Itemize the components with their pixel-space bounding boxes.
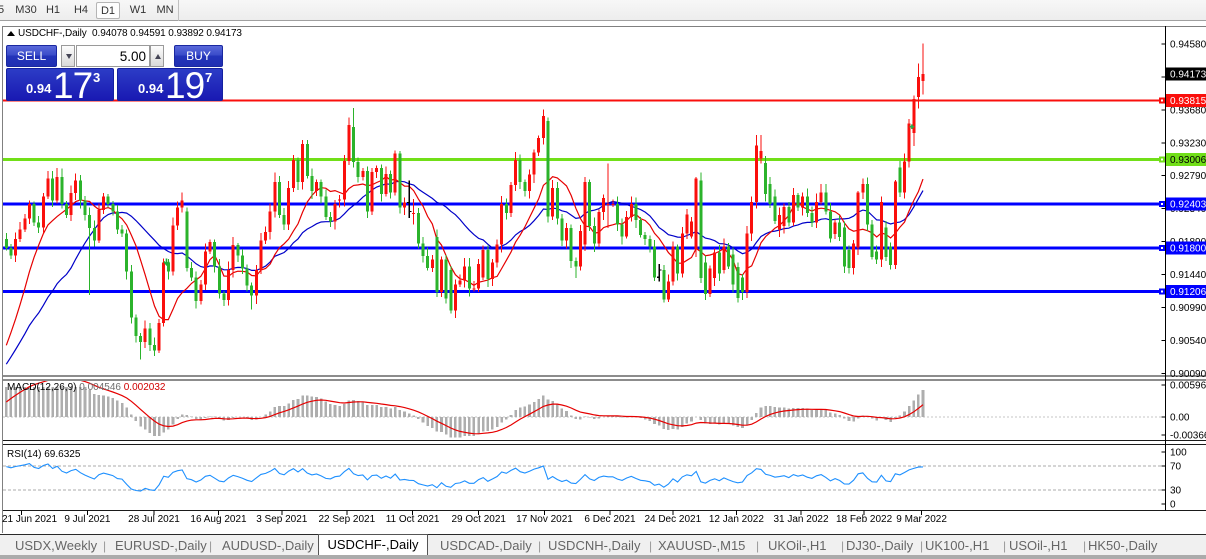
svg-text:100: 100 bbox=[1170, 448, 1187, 459]
svg-text:18 Feb 2022: 18 Feb 2022 bbox=[836, 514, 893, 525]
svg-text:11 Oct 2021: 11 Oct 2021 bbox=[386, 514, 440, 525]
svg-text:0.92403: 0.92403 bbox=[1170, 199, 1206, 210]
svg-text:0.93815: 0.93815 bbox=[1170, 96, 1206, 107]
svg-text:0.90540: 0.90540 bbox=[1170, 336, 1206, 347]
svg-text:3 Sep 2021: 3 Sep 2021 bbox=[256, 514, 308, 525]
svg-text:0.90090: 0.90090 bbox=[1170, 369, 1206, 380]
svg-text:21 Jun 2021: 21 Jun 2021 bbox=[2, 514, 57, 525]
svg-text:29 Oct 2021: 29 Oct 2021 bbox=[451, 514, 506, 525]
svg-text:0.94173: 0.94173 bbox=[1170, 70, 1206, 81]
svg-text:RSI(14) 69.6325: RSI(14) 69.6325 bbox=[7, 449, 81, 460]
svg-text:0.94580: 0.94580 bbox=[1170, 40, 1206, 51]
svg-text:0.93006: 0.93006 bbox=[1170, 155, 1206, 166]
svg-text:16 Aug 2021: 16 Aug 2021 bbox=[190, 514, 247, 525]
svg-text:0.005963: 0.005963 bbox=[1170, 381, 1206, 392]
svg-text:12 Jan 2022: 12 Jan 2022 bbox=[709, 514, 764, 525]
svg-text:0.91800: 0.91800 bbox=[1170, 244, 1206, 255]
svg-text:17 Nov 2021: 17 Nov 2021 bbox=[516, 514, 573, 525]
svg-text:-0.003664: -0.003664 bbox=[1170, 431, 1206, 442]
svg-text:MACD(12,26,9) 0.004546 0.00203: MACD(12,26,9) 0.004546 0.002032 bbox=[7, 382, 166, 393]
svg-text:0.00: 0.00 bbox=[1170, 413, 1190, 424]
svg-text:30: 30 bbox=[1170, 486, 1182, 497]
svg-text:0.91206: 0.91206 bbox=[1170, 287, 1206, 298]
svg-text:6 Dec 2021: 6 Dec 2021 bbox=[584, 514, 636, 525]
svg-text:70: 70 bbox=[1170, 462, 1182, 473]
svg-text:0: 0 bbox=[1170, 500, 1176, 511]
svg-text:0.92790: 0.92790 bbox=[1170, 171, 1206, 182]
svg-text:9 Jul 2021: 9 Jul 2021 bbox=[64, 514, 111, 525]
svg-text:0.91440: 0.91440 bbox=[1170, 270, 1206, 281]
svg-text:0.93680: 0.93680 bbox=[1170, 106, 1206, 117]
svg-text:28 Jul 2021: 28 Jul 2021 bbox=[128, 514, 180, 525]
svg-text:0.93230: 0.93230 bbox=[1170, 139, 1206, 150]
svg-text:0.90990: 0.90990 bbox=[1170, 303, 1206, 314]
svg-text:31 Jan 2022: 31 Jan 2022 bbox=[773, 514, 828, 525]
svg-text:24 Dec 2021: 24 Dec 2021 bbox=[644, 514, 701, 525]
svg-text:22 Sep 2021: 22 Sep 2021 bbox=[318, 514, 375, 525]
svg-text:9 Mar 2022: 9 Mar 2022 bbox=[896, 514, 947, 525]
